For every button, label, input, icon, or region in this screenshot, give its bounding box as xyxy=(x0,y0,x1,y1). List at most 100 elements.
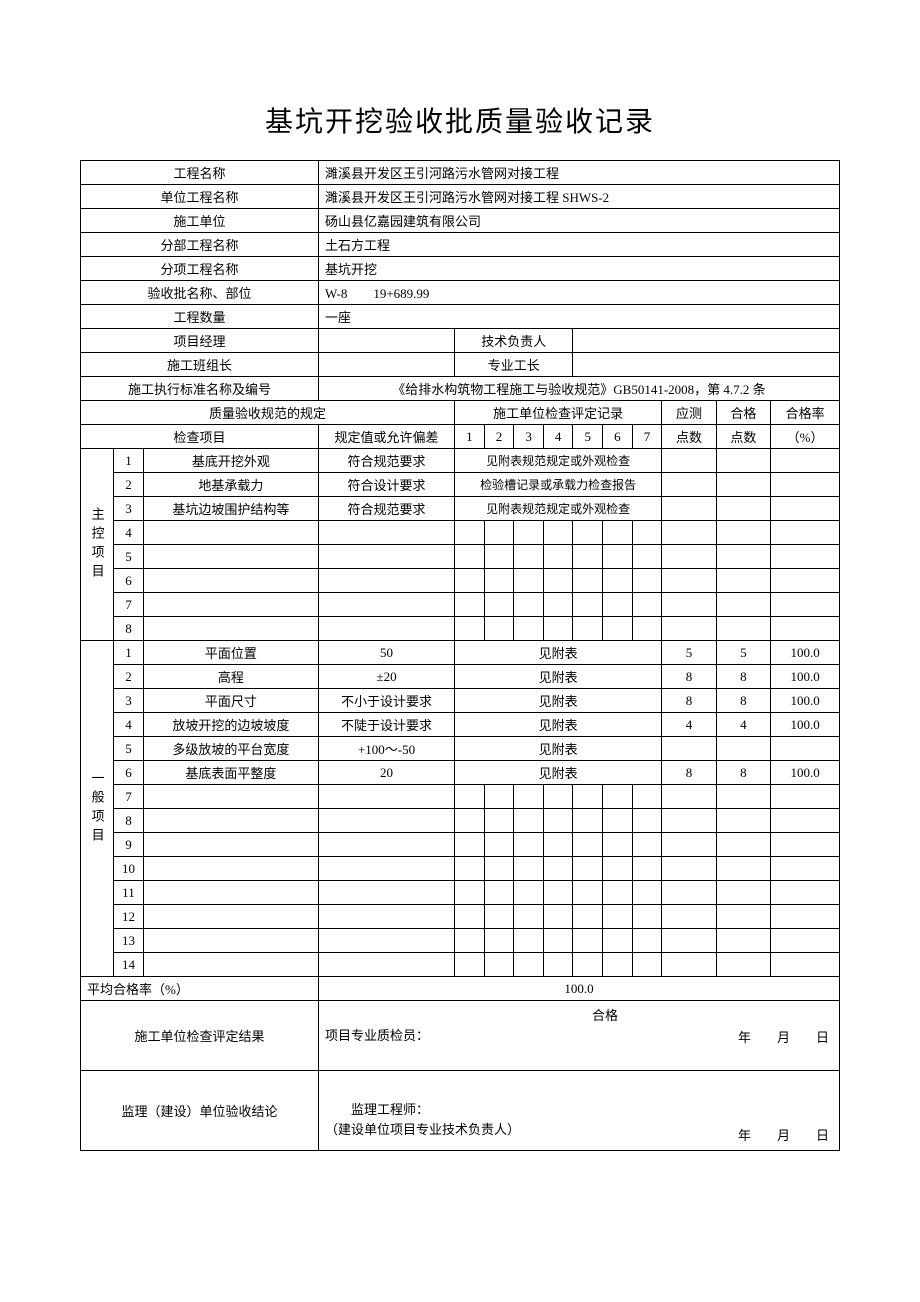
idx: 14 xyxy=(114,953,144,977)
c2 xyxy=(716,497,770,521)
c1 xyxy=(662,497,716,521)
h-quality: 质量验收规范的规定 xyxy=(81,401,455,425)
idx: 10 xyxy=(114,857,144,881)
main-row-6: 6 xyxy=(81,569,840,593)
idx: 8 xyxy=(114,809,144,833)
sig-unit-row: 施工单位检查评定结果 合格 项目专业质检员： 年 月 日 xyxy=(81,1001,840,1071)
should: 5 xyxy=(662,641,716,665)
idx: 8 xyxy=(114,617,144,641)
tech-value xyxy=(573,329,840,353)
value: W-8 19+689.99 xyxy=(318,281,839,305)
sig-date1: 年 月 日 xyxy=(738,1027,829,1046)
note: 见附表 xyxy=(455,713,662,737)
note: 见附表 xyxy=(455,761,662,785)
gen-row-13: 13 xyxy=(81,929,840,953)
label: 分部工程名称 xyxy=(81,233,319,257)
main-row-7: 7 xyxy=(81,593,840,617)
note: 见附表 xyxy=(455,641,662,665)
gen-row-2: 2 高程 ±20 见附表 8 8 100.0 xyxy=(81,665,840,689)
pass: 8 xyxy=(716,665,770,689)
should: 8 xyxy=(662,689,716,713)
c3 xyxy=(771,449,840,473)
idx: 2 xyxy=(114,665,144,689)
h-unitcheck: 施工单位检查评定记录 xyxy=(455,401,662,425)
avg-row: 平均合格率（%） 100.0 xyxy=(81,977,840,1001)
spec: 不小于设计要求 xyxy=(318,689,454,713)
label: 单位工程名称 xyxy=(81,185,319,209)
gen-row-7: 7 xyxy=(81,785,840,809)
c2 xyxy=(716,473,770,497)
should: 8 xyxy=(662,665,716,689)
record-table: 工程名称 濉溪县开发区王引河路污水管网对接工程 单位工程名称 濉溪县开发区王引河… xyxy=(80,160,840,1151)
sig-qc: 项目专业质检员： xyxy=(325,1025,429,1044)
name: 多级放坡的平台宽度 xyxy=(143,737,318,761)
name: 平面位置 xyxy=(143,641,318,665)
name: 地基承载力 xyxy=(143,473,318,497)
rate: 100.0 xyxy=(771,761,840,785)
c3 xyxy=(771,473,840,497)
cat-general-label: 一般项目 xyxy=(81,641,114,977)
idx: 5 xyxy=(114,737,144,761)
row-qty: 工程数量 一座 xyxy=(81,305,840,329)
spec: 不陡于设计要求 xyxy=(318,713,454,737)
idx: 1 xyxy=(114,641,144,665)
idx: 4 xyxy=(114,713,144,737)
label: 工程数量 xyxy=(81,305,319,329)
cat-main-label: 主控项目 xyxy=(81,449,114,641)
gen-row-11: 11 xyxy=(81,881,840,905)
gen-row-6: 6 基底表面平整度 20 见附表 8 8 100.0 xyxy=(81,761,840,785)
header-row-2: 检查项目 规定值或允许偏差 1 2 3 4 5 6 7 点数 点数 （%） xyxy=(81,425,840,449)
name: 放坡开挖的边坡坡度 xyxy=(143,713,318,737)
value: 濉溪县开发区王引河路污水管网对接工程 xyxy=(318,161,839,185)
row-pm: 项目经理 技术负责人 xyxy=(81,329,840,353)
h-checkitem: 检查项目 xyxy=(81,425,319,449)
pm-label: 项目经理 xyxy=(81,329,319,353)
note: 见附表规范规定或外观检查 xyxy=(455,449,662,473)
spec: ±20 xyxy=(318,665,454,689)
idx: 12 xyxy=(114,905,144,929)
idx: 3 xyxy=(114,497,144,521)
gen-row-12: 12 xyxy=(81,905,840,929)
foreman-label: 专业工长 xyxy=(455,353,573,377)
label: 验收批名称、部位 xyxy=(81,281,319,305)
spec: 符合设计要求 xyxy=(318,473,454,497)
gen-row-1: 一般项目 1 平面位置 50 见附表 5 5 100.0 xyxy=(81,641,840,665)
h-percent: （%） xyxy=(771,425,840,449)
label: 工程名称 xyxy=(81,161,319,185)
sig-supv-row: 监理（建设）单位验收结论 监理工程师： （建设单位项目专业技术负责人） 年 月 … xyxy=(81,1071,840,1151)
sig-date2: 年 月 日 xyxy=(738,1125,829,1144)
note: 见附表规范规定或外观检查 xyxy=(455,497,662,521)
row-team: 施工班组长 专业工长 xyxy=(81,353,840,377)
pm-value xyxy=(318,329,454,353)
foreman-value xyxy=(573,353,840,377)
idx: 11 xyxy=(114,881,144,905)
spec: +100～-50 xyxy=(318,737,454,761)
value: 一座 xyxy=(318,305,839,329)
sig-supv-content: 监理工程师： （建设单位项目专业技术负责人） 年 月 日 xyxy=(318,1071,839,1151)
note: 检验槽记录或承载力检查报告 xyxy=(455,473,662,497)
header-row-1: 质量验收规范的规定 施工单位检查评定记录 应测 合格 合格率 xyxy=(81,401,840,425)
gen-row-4: 4 放坡开挖的边坡坡度 不陡于设计要求 见附表 4 4 100.0 xyxy=(81,713,840,737)
h-points2: 点数 xyxy=(716,425,770,449)
h-n4: 4 xyxy=(543,425,573,449)
team-label: 施工班组长 xyxy=(81,353,319,377)
name: 基坑边坡围护结构等 xyxy=(143,497,318,521)
row-item: 分项工程名称 基坑开挖 xyxy=(81,257,840,281)
team-value xyxy=(318,353,454,377)
gen-row-5: 5 多级放坡的平台宽度 +100～-50 见附表 xyxy=(81,737,840,761)
name: 平面尺寸 xyxy=(143,689,318,713)
idx: 6 xyxy=(114,569,144,593)
value: 基坑开挖 xyxy=(318,257,839,281)
h-pass: 合格 xyxy=(716,401,770,425)
gen-row-8: 8 xyxy=(81,809,840,833)
gen-row-9: 9 xyxy=(81,833,840,857)
row-proj-name: 工程名称 濉溪县开发区王引河路污水管网对接工程 xyxy=(81,161,840,185)
h-allow: 规定值或允许偏差 xyxy=(318,425,454,449)
main-row-8: 8 xyxy=(81,617,840,641)
rate: 100.0 xyxy=(771,713,840,737)
idx: 6 xyxy=(114,761,144,785)
sig-unit-label: 施工单位检查评定结果 xyxy=(81,1001,319,1071)
name: 基底开挖外观 xyxy=(143,449,318,473)
idx: 4 xyxy=(114,521,144,545)
h-n1: 1 xyxy=(455,425,485,449)
